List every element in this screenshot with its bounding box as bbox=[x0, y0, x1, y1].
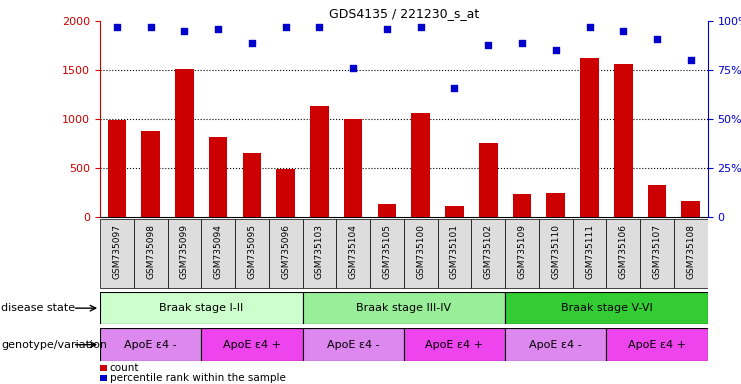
Bar bbox=[100, 292, 302, 324]
Bar bbox=[438, 219, 471, 288]
Text: GSM735105: GSM735105 bbox=[382, 225, 391, 280]
Text: GSM735107: GSM735107 bbox=[653, 225, 662, 280]
Point bbox=[651, 36, 663, 42]
Text: ApoE ε4 -: ApoE ε4 - bbox=[327, 339, 379, 350]
Bar bbox=[640, 219, 674, 288]
Text: GSM735108: GSM735108 bbox=[686, 225, 695, 280]
Point bbox=[111, 24, 123, 30]
Text: GSM735098: GSM735098 bbox=[146, 225, 155, 280]
Text: GSM735100: GSM735100 bbox=[416, 225, 425, 280]
Bar bbox=[276, 169, 295, 217]
Bar bbox=[235, 219, 269, 288]
Text: Braak stage V-VI: Braak stage V-VI bbox=[560, 303, 652, 313]
Point bbox=[584, 24, 596, 30]
Bar bbox=[310, 106, 329, 217]
Bar bbox=[513, 194, 531, 217]
Bar bbox=[404, 219, 438, 288]
Bar bbox=[142, 131, 160, 217]
Bar bbox=[682, 201, 700, 217]
Text: ApoE ε4 -: ApoE ε4 - bbox=[124, 339, 177, 350]
Bar bbox=[674, 219, 708, 288]
Bar bbox=[505, 292, 708, 324]
Bar bbox=[479, 142, 497, 217]
Point bbox=[144, 24, 156, 30]
Point bbox=[516, 40, 528, 46]
Bar bbox=[648, 185, 666, 217]
Bar bbox=[471, 219, 505, 288]
Point bbox=[280, 24, 292, 30]
Bar bbox=[539, 219, 573, 288]
Bar bbox=[546, 193, 565, 217]
Bar bbox=[606, 328, 708, 361]
Bar bbox=[370, 219, 404, 288]
Bar bbox=[209, 137, 227, 217]
Bar bbox=[411, 113, 430, 217]
Bar bbox=[167, 219, 202, 288]
Point bbox=[617, 28, 629, 34]
Bar bbox=[107, 120, 126, 217]
Bar bbox=[344, 119, 362, 217]
Point bbox=[348, 65, 359, 71]
Text: Braak stage I-II: Braak stage I-II bbox=[159, 303, 244, 313]
Point bbox=[415, 24, 427, 30]
Bar bbox=[202, 328, 302, 361]
Point bbox=[381, 26, 393, 32]
Bar bbox=[336, 219, 370, 288]
Bar bbox=[580, 58, 599, 217]
Bar bbox=[134, 219, 167, 288]
Point bbox=[179, 28, 190, 34]
Text: GSM735095: GSM735095 bbox=[247, 225, 256, 280]
Bar bbox=[445, 206, 464, 217]
Bar bbox=[505, 328, 606, 361]
Bar bbox=[378, 204, 396, 217]
Bar bbox=[302, 328, 404, 361]
Text: GSM735104: GSM735104 bbox=[349, 225, 358, 280]
Text: Braak stage III-IV: Braak stage III-IV bbox=[356, 303, 451, 313]
Point bbox=[550, 48, 562, 54]
Text: GSM735110: GSM735110 bbox=[551, 225, 560, 280]
Point bbox=[212, 26, 224, 32]
Text: GSM735097: GSM735097 bbox=[113, 225, 122, 280]
Text: GSM735102: GSM735102 bbox=[484, 225, 493, 280]
Bar bbox=[573, 219, 606, 288]
Text: ApoE ε4 +: ApoE ε4 + bbox=[628, 339, 686, 350]
Title: GDS4135 / 221230_s_at: GDS4135 / 221230_s_at bbox=[329, 7, 479, 20]
Bar bbox=[404, 328, 505, 361]
Text: percentile rank within the sample: percentile rank within the sample bbox=[110, 373, 285, 383]
Text: ApoE ε4 -: ApoE ε4 - bbox=[529, 339, 582, 350]
Text: GSM735103: GSM735103 bbox=[315, 225, 324, 280]
Point bbox=[448, 84, 460, 91]
Text: ApoE ε4 +: ApoE ε4 + bbox=[223, 339, 281, 350]
Bar bbox=[100, 219, 134, 288]
Point bbox=[313, 24, 325, 30]
Point bbox=[482, 41, 494, 48]
Text: GSM735106: GSM735106 bbox=[619, 225, 628, 280]
Bar bbox=[505, 219, 539, 288]
Bar bbox=[269, 219, 302, 288]
Text: GSM735094: GSM735094 bbox=[213, 225, 223, 280]
Text: GSM735109: GSM735109 bbox=[517, 225, 527, 280]
Point bbox=[246, 40, 258, 46]
Text: count: count bbox=[110, 363, 139, 373]
Bar bbox=[100, 328, 202, 361]
Bar bbox=[242, 153, 262, 217]
Point bbox=[685, 57, 697, 63]
Text: disease state: disease state bbox=[1, 303, 76, 313]
Text: ApoE ε4 +: ApoE ε4 + bbox=[425, 339, 483, 350]
Text: GSM735101: GSM735101 bbox=[450, 225, 459, 280]
Bar bbox=[302, 292, 505, 324]
Text: GSM735099: GSM735099 bbox=[180, 225, 189, 280]
Bar bbox=[175, 69, 193, 217]
Bar bbox=[202, 219, 235, 288]
Bar bbox=[606, 219, 640, 288]
Text: GSM735096: GSM735096 bbox=[281, 225, 290, 280]
Bar bbox=[614, 64, 633, 217]
Text: genotype/variation: genotype/variation bbox=[1, 339, 107, 350]
Text: GSM735111: GSM735111 bbox=[585, 225, 594, 280]
Bar bbox=[302, 219, 336, 288]
